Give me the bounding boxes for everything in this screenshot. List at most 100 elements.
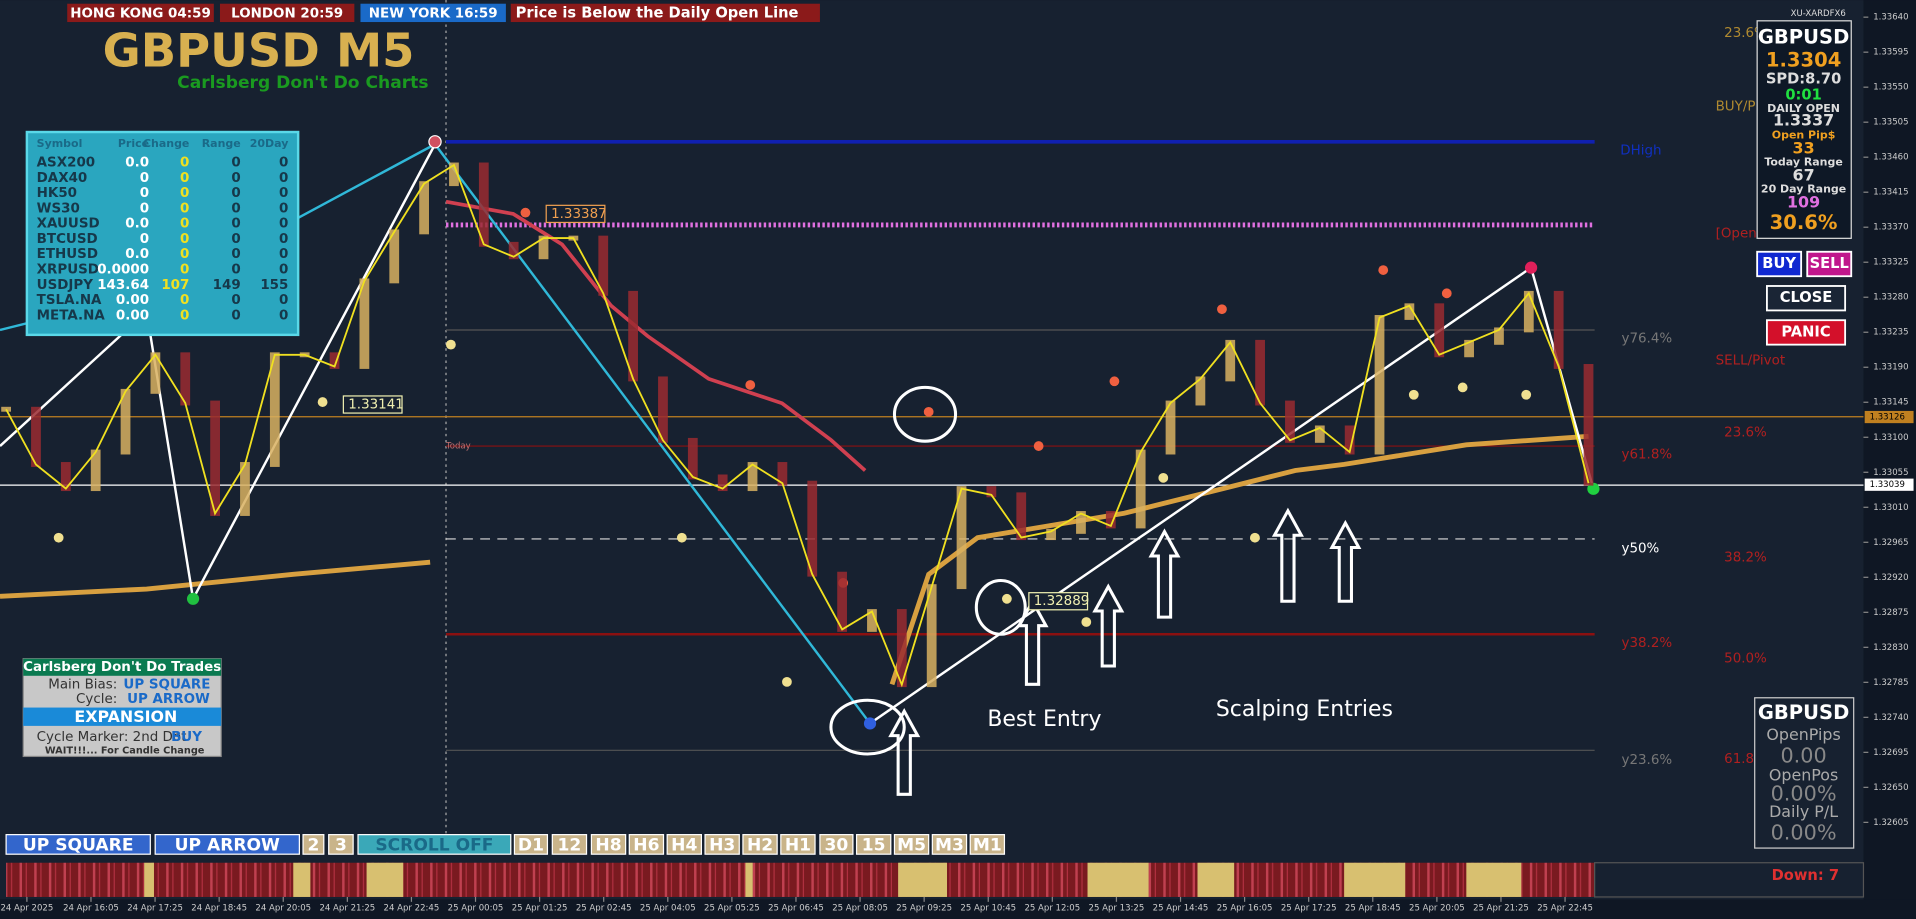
toolbar-button[interactable] xyxy=(969,834,1006,855)
candle xyxy=(1135,449,1146,529)
toolbar-button[interactable] xyxy=(357,834,512,855)
toolbar-button-label: 12 xyxy=(558,836,582,856)
account-field: Open Pip$ xyxy=(1772,129,1836,142)
table-cell: 0 xyxy=(231,201,240,216)
swing-dot xyxy=(1524,261,1538,274)
trade-button[interactable] xyxy=(1806,250,1853,278)
time-tick-label: 25 Apr 09:25 xyxy=(896,903,952,913)
toolbar-button[interactable] xyxy=(780,834,816,855)
fib-label: [Open xyxy=(1716,226,1757,241)
price-tick-label: 1.33325 xyxy=(1873,258,1908,268)
candle xyxy=(1523,290,1534,333)
trade-button[interactable] xyxy=(1766,285,1847,312)
trade-panel-field: Cycle: xyxy=(76,692,117,707)
table-cell: 0 xyxy=(180,186,189,201)
candle xyxy=(120,388,131,455)
toolbar-button[interactable] xyxy=(302,834,325,855)
candle xyxy=(31,406,41,467)
table-cell: 0.00 xyxy=(116,293,149,308)
toolbar-button[interactable] xyxy=(513,834,549,855)
trade-button[interactable] xyxy=(1756,250,1803,278)
broker-label: XU-XARDFX6 xyxy=(1791,9,1846,19)
price-axis-strip xyxy=(1863,0,1916,919)
table-cell: HK50 xyxy=(37,186,77,201)
table-cell: ASX200 xyxy=(37,156,96,171)
table-cell: 0 xyxy=(279,247,288,262)
position-field: 0.00 xyxy=(1780,743,1826,767)
swing-dot xyxy=(863,717,877,730)
time-tick-label: 24 Apr 2025 xyxy=(0,903,53,913)
toolbar-button[interactable] xyxy=(628,834,665,855)
candle xyxy=(1434,303,1445,358)
time-tick-label: 25 Apr 05:25 xyxy=(704,903,760,913)
level-label: 1.33141 xyxy=(348,398,404,413)
trade-panel-field: UP ARROW xyxy=(127,692,210,707)
account-field: 1.3304 xyxy=(1766,49,1841,72)
entry-arrow xyxy=(1271,507,1304,603)
candle xyxy=(1016,492,1027,541)
table-header: Symbol xyxy=(37,137,83,150)
fib-label: 50.0% xyxy=(1724,652,1767,667)
fib-label: y38.2% xyxy=(1622,636,1673,651)
time-tick-label: 25 Apr 08:05 xyxy=(832,903,888,913)
fast-ma xyxy=(5,163,1590,688)
candle xyxy=(1105,511,1116,529)
toolbar-button[interactable] xyxy=(704,834,740,855)
chart-subtitle: Carlsberg Don't Do Charts xyxy=(177,73,428,93)
price-tick-label: 1.33550 xyxy=(1873,83,1908,93)
price-tick-label: 1.33460 xyxy=(1873,153,1908,163)
toolbar-button[interactable] xyxy=(666,834,703,855)
time-tick-label: 25 Apr 02:45 xyxy=(576,903,632,913)
candle xyxy=(1225,339,1236,382)
fib-label: y23.6% xyxy=(1622,753,1673,768)
price-tick-label: 1.33505 xyxy=(1873,118,1908,128)
candle xyxy=(867,609,877,632)
toolbar-button[interactable] xyxy=(590,834,627,855)
session-clock xyxy=(67,3,214,23)
time-tick-label: 25 Apr 21:25 xyxy=(1473,903,1529,913)
today-label: Today xyxy=(445,442,471,452)
table-cell: 0 xyxy=(279,171,288,186)
table-cell: 0 xyxy=(180,262,189,277)
trade-button[interactable] xyxy=(1766,319,1847,346)
toolbar-button[interactable] xyxy=(154,834,300,855)
candle xyxy=(359,278,370,369)
time-tick-label: 25 Apr 10:45 xyxy=(960,903,1016,913)
table-cell: 155 xyxy=(260,278,288,293)
toolbar-button[interactable] xyxy=(893,834,930,855)
candle xyxy=(150,352,161,394)
table-cell: 0 xyxy=(279,217,288,232)
table-cell: BTCUSD xyxy=(37,232,98,247)
toolbar-button[interactable] xyxy=(855,834,892,855)
time-tick-label: 25 Apr 01:25 xyxy=(512,903,568,913)
toolbar-button-label: H8 xyxy=(595,836,621,856)
toolbar-button-label: 30 xyxy=(825,836,849,856)
table-cell: 0 xyxy=(231,247,240,262)
price-tick-label: 1.32740 xyxy=(1873,713,1908,723)
toolbar-button-label: SCROLL OFF xyxy=(375,836,493,856)
toolbar-button[interactable] xyxy=(742,834,778,855)
table-cell: 0 xyxy=(279,262,288,277)
candle xyxy=(1404,303,1415,320)
table-cell: 0 xyxy=(231,293,240,308)
symbol-table xyxy=(25,130,300,337)
toolbar-button[interactable] xyxy=(551,834,588,855)
candle xyxy=(1285,400,1295,443)
table-cell: 0 xyxy=(180,293,189,308)
account-field: Today Range xyxy=(1764,156,1843,169)
toolbar-button-label: UP ARROW xyxy=(175,836,280,856)
time-tick-label: 24 Apr 16:05 xyxy=(63,903,119,913)
toolbar-button-label: H4 xyxy=(671,836,697,856)
candle xyxy=(956,486,967,590)
toolbar-button-label: M1 xyxy=(973,836,1002,856)
table-cell: META.NA xyxy=(37,308,106,323)
table-cell: 0 xyxy=(180,217,189,232)
toolbar-button[interactable] xyxy=(5,834,151,855)
time-tick-label: 25 Apr 00:05 xyxy=(448,903,504,913)
toolbar-button[interactable] xyxy=(931,834,968,855)
toolbar-button[interactable] xyxy=(328,834,354,855)
toolbar-button[interactable] xyxy=(819,834,854,855)
time-tick-label: 25 Apr 13:25 xyxy=(1089,903,1145,913)
candle xyxy=(1,406,11,412)
